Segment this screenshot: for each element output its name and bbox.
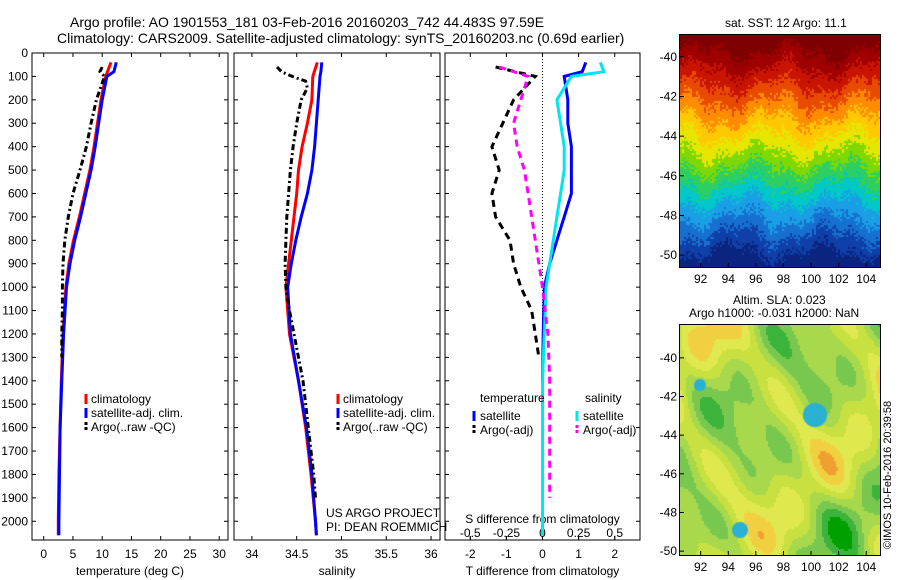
legend-label: climatology	[91, 392, 151, 406]
legend-label: Argo(..raw -QC)	[343, 420, 428, 434]
legend-label: Argo(-adj)	[583, 423, 636, 437]
depth-tick-label: 500	[8, 163, 28, 177]
salinity-diff-tick-label: 0.25	[567, 526, 591, 540]
x-tick-label: 10	[96, 547, 110, 561]
depth-tick-label: 2000	[1, 514, 28, 528]
depth-tick-label: 1500	[1, 397, 28, 411]
depth-tick-label: 400	[8, 140, 28, 154]
imos-watermark: ©IMOS 10-Feb-2016 20:39:58	[882, 400, 894, 549]
x-tick-label: 34	[245, 547, 259, 561]
legend-label: satellite-adj. clim.	[343, 406, 435, 420]
depth-tick-label: 1400	[1, 374, 28, 388]
series-line-temperature	[57, 62, 118, 536]
series-line-difference	[498, 65, 552, 498]
legend-heading-temperature: temperature	[480, 391, 545, 405]
sla-map-title-line2: Argo h1000: -0.031 h2000: NaN	[689, 306, 860, 320]
salinity-diff-tick-label: -0.5	[460, 526, 481, 540]
depth-tick-label: 1900	[1, 491, 28, 505]
depth-tick-label: 300	[8, 116, 28, 130]
depth-tick-label: 100	[8, 69, 28, 83]
depth-tick-label: 700	[8, 210, 28, 224]
x-axis-label: temperature (deg C)	[76, 564, 184, 578]
sla-map-title-line1: Altim. SLA: 0.023	[733, 293, 826, 307]
legend-label: satellite	[583, 409, 624, 423]
legend-label: Argo(..raw -QC)	[91, 420, 176, 434]
series-line-temperature	[60, 66, 107, 358]
x-tick-label: 20	[154, 547, 168, 561]
x-axis-label: T difference from climatology	[466, 564, 620, 578]
depth-tick-label: 1800	[1, 467, 28, 481]
panel-frame-salinity	[233, 52, 441, 541]
sst-map	[679, 34, 881, 268]
x-tick-label: 5	[70, 547, 77, 561]
credit-line1: US ARGO PROJECT	[326, 506, 441, 520]
series-line-salinity	[275, 65, 317, 499]
legend-heading-salinity: salinity	[585, 391, 622, 405]
x-axis-label: salinity	[319, 564, 356, 578]
x-tick-label: 35	[335, 547, 349, 561]
x-tick-label: 0	[40, 547, 47, 561]
sst-map-title: sat. SST: 12 Argo: 11.1	[725, 16, 847, 30]
depth-tick-label: 1300	[1, 350, 28, 364]
climatology-subtitle: Climatology: CARS2009. Satellite-adjuste…	[57, 30, 625, 46]
x-tick-label: 15	[125, 547, 139, 561]
depth-tick-label: 600	[8, 186, 28, 200]
x-tick-label: 25	[183, 547, 197, 561]
depth-tick-label: 200	[8, 93, 28, 107]
sla-map-canvas	[680, 325, 880, 555]
depth-tick-label: 800	[8, 233, 28, 247]
depth-tick-label: 1000	[1, 280, 28, 294]
profile-title: Argo profile: AO 1901553_181 03-Feb-2016…	[70, 14, 545, 30]
depth-tick-label: 900	[8, 257, 28, 271]
panel-frame-temperature	[31, 52, 229, 541]
sst-map-canvas	[680, 35, 880, 267]
depth-tick-label: 1200	[1, 327, 28, 341]
series-line-salinity	[286, 62, 324, 536]
legend-label: Argo(-adj)	[480, 423, 533, 437]
legend-label: satellite-adj. clim.	[91, 406, 183, 420]
x-tick-label: 34.5	[285, 547, 309, 561]
x-tick-label: 2	[611, 547, 618, 561]
series-line-difference	[490, 65, 541, 358]
salinity-diff-tick-label: 0.5	[606, 526, 623, 540]
depth-tick-label: 1700	[1, 444, 28, 458]
legend-label: satellite	[480, 409, 521, 423]
x-tick-label: 1	[575, 547, 582, 561]
salinity-diff-tick-label: -0.25	[493, 526, 521, 540]
x-tick-label: -1	[501, 547, 512, 561]
depth-tick-label: 1600	[1, 421, 28, 435]
x-tick-label: 35.5	[375, 547, 399, 561]
series-line-difference	[541, 61, 606, 536]
credit-line2: PI: DEAN ROEMMICH	[326, 520, 448, 534]
legend-label: climatology	[343, 392, 403, 406]
sla-map	[679, 324, 881, 556]
depth-tick-label: 0	[21, 46, 28, 60]
x-tick-label: 36	[424, 547, 438, 561]
x-tick-label: -2	[465, 547, 476, 561]
depth-tick-label: 1100	[2, 304, 28, 318]
x-tick-label: 0	[539, 547, 546, 561]
x-tick-label: 30	[213, 547, 227, 561]
